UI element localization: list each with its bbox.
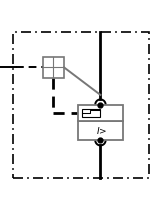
Bar (13, 32, 149, 178)
Bar (82, 109, 99, 117)
Bar (43, 57, 64, 78)
Text: $I\!>$: $I\!>$ (96, 125, 108, 136)
Bar (78, 121, 123, 140)
Bar (78, 105, 123, 121)
